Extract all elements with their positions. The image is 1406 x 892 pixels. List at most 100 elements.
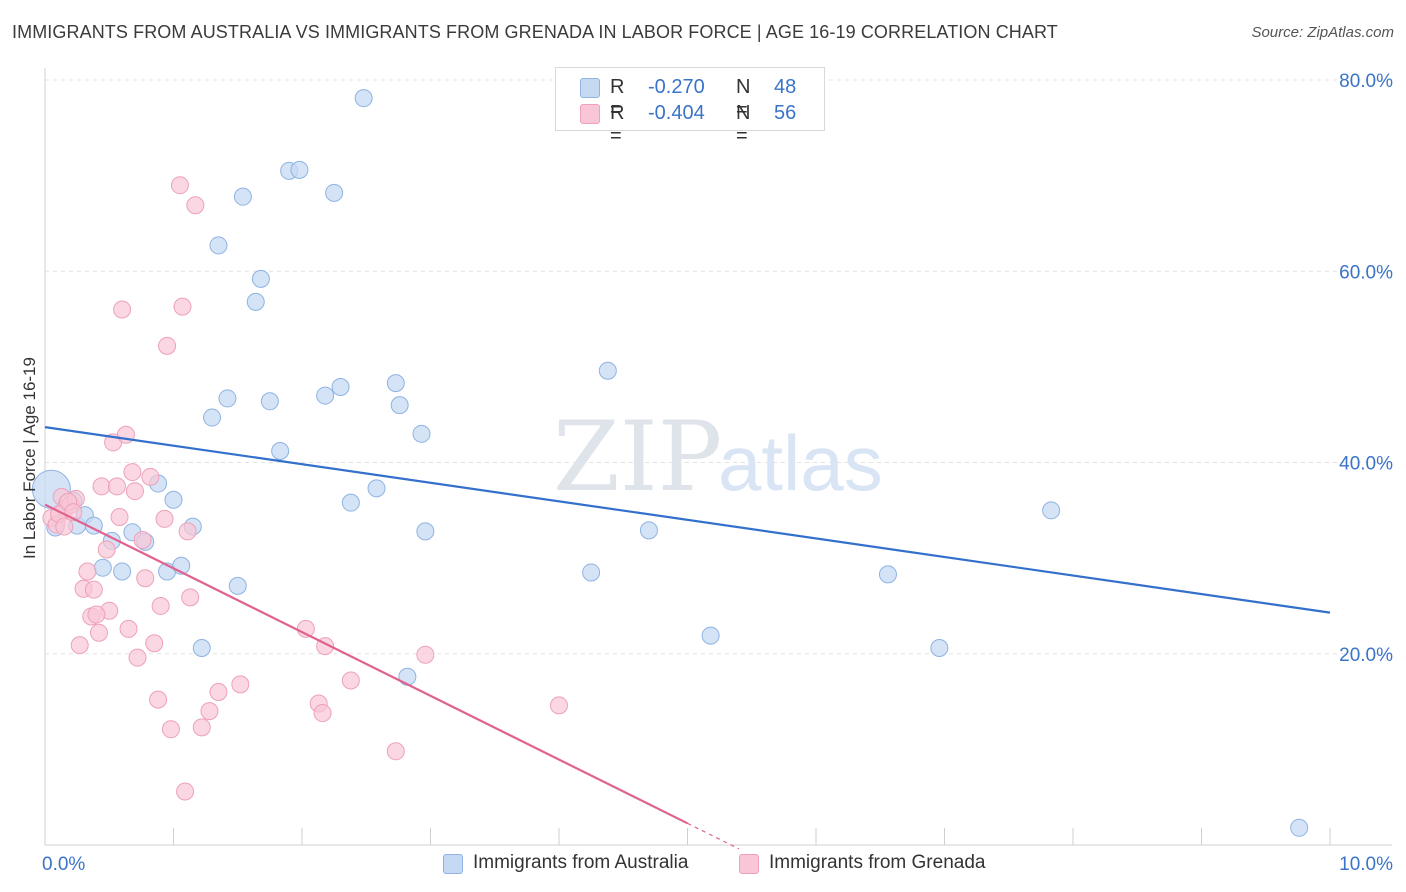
data-point-australia [233,187,252,206]
data-point-grenada [55,517,74,536]
data-point-grenada [151,596,170,615]
data-point-australia [412,424,431,443]
data-point-australia [930,639,949,658]
data-point-australia [341,493,360,512]
legend-r-label: R = [610,102,625,147]
trend-line-australia [44,426,1331,614]
x-tick-label: 10.0% [1339,854,1393,875]
data-point-grenada [200,702,219,721]
legend-label-grenada: Immigrants from Grenada [769,852,986,873]
data-point-australia [192,639,211,658]
data-point-australia [582,563,601,582]
y-tick-label: 60.0% [1339,262,1393,283]
data-point-grenada [149,690,168,709]
data-point-grenada [178,522,197,541]
data-point-australia [260,392,279,411]
data-point-grenada [416,645,435,664]
data-point-australia [290,160,309,179]
data-point-australia [1042,501,1061,520]
data-point-australia [113,562,132,581]
data-point-grenada [128,648,147,667]
y-tick-label: 20.0% [1339,645,1393,666]
data-point-grenada [231,675,250,694]
legend-r-value: -0.270 [648,76,705,98]
series-grenada-points [42,176,568,801]
data-point-australia [251,269,270,288]
y-tick-label: 80.0% [1339,71,1393,92]
trend-lines [44,426,1331,850]
legend-n-value: 48 [774,76,797,98]
legend-r-label: R = [610,76,625,121]
data-point-australia [386,374,405,393]
data-point-grenada [113,300,132,319]
data-point-grenada [173,297,192,316]
data-point-australia [598,361,617,380]
data-point-grenada [97,540,116,559]
data-point-grenada [125,482,144,501]
data-point-grenada [341,671,360,690]
data-point-australia [203,408,222,427]
data-point-australia [246,292,265,311]
data-point-australia [878,565,897,584]
data-point-australia [228,576,247,595]
source-label: Source: ZipAtlas.com [1251,24,1394,41]
data-point-australia [390,396,409,415]
data-point-australia [1290,818,1309,837]
y-tick-label: 40.0% [1339,454,1393,475]
legend-swatch-australia [580,78,600,98]
data-point-grenada [158,336,177,355]
chart-title: IMMIGRANTS FROM AUSTRALIA VS IMMIGRANTS … [12,22,1058,42]
data-point-grenada [92,477,111,496]
data-point-grenada [87,605,106,624]
legend-n-value: 56 [774,102,797,124]
data-point-grenada [550,696,568,715]
data-point-australia [316,386,335,405]
data-point-grenada [89,623,108,642]
data-point-grenada [141,467,160,486]
data-point-australia [271,442,290,461]
data-point-australia [93,558,112,577]
data-point-grenada [209,683,228,701]
x-tick-label: 0.0% [42,854,85,875]
legend-r-value: -0.404 [648,102,705,124]
trend-line-grenada-extension [687,822,740,850]
data-point-grenada [110,508,129,527]
data-point-australia [325,183,344,202]
data-point-grenada [107,477,126,496]
data-point-grenada [78,562,97,581]
data-point-australia [398,667,417,686]
data-point-grenada [181,588,200,607]
legend-n-label: N = [736,102,751,147]
data-point-australia [701,626,720,645]
data-point-grenada [84,580,103,599]
data-point-grenada [123,463,142,482]
legend-n-label: N = [736,76,751,121]
data-point-australia [416,522,435,541]
legend-swatch-australia [443,854,463,874]
data-point-australia [218,389,237,408]
tick-labels: 20.0% 40.0% 60.0% 80.0% 0.0% 10.0% [42,71,1393,875]
data-point-grenada [70,636,89,655]
y-axis-label: In Labor Force | Age 16-19 [20,357,39,559]
legend-swatch-grenada [580,104,600,124]
data-point-australia [164,490,183,509]
legend-label-australia: Immigrants from Australia [473,852,689,873]
data-point-grenada [133,530,152,549]
data-point-grenada [161,720,180,739]
trend-line-grenada [44,503,688,825]
data-point-grenada [176,782,195,801]
data-point-grenada [186,196,205,215]
watermark-zip: ZIP [553,401,722,513]
data-point-australia [331,377,350,396]
correlation-legend: R = -0.270 N = 48 R = -0.404 N = 56 [555,67,825,147]
data-point-grenada [155,509,174,528]
data-point-grenada [145,634,164,653]
watermark: ZIP atlas [553,401,883,513]
data-point-australia [367,479,386,498]
data-point-australia [209,236,228,255]
data-point-grenada [386,742,405,761]
data-point-australia [639,521,658,540]
data-point-australia [354,89,373,108]
data-point-grenada [192,718,211,737]
